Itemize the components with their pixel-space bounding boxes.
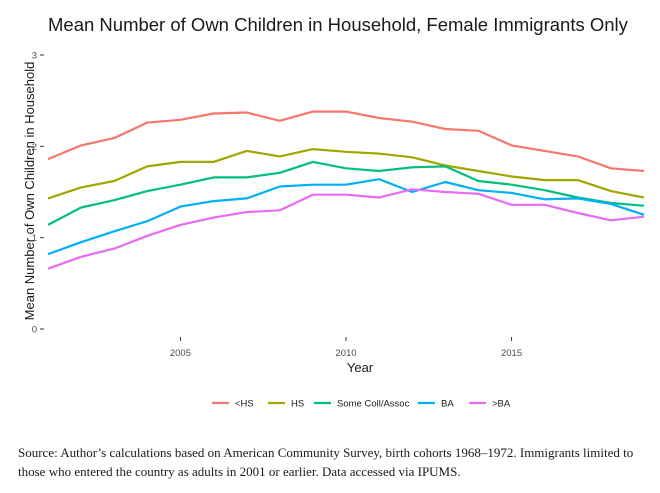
chart-title: Mean Number of Own Children in Household… bbox=[48, 14, 629, 35]
y-axis: 0 1 2 3 bbox=[32, 51, 44, 336]
y-tick-label: 0 bbox=[32, 325, 37, 336]
y-tick-label: 1 bbox=[32, 233, 37, 244]
series-line bbox=[47, 160, 645, 226]
legend-label: Some Coll/Assoc bbox=[337, 399, 410, 410]
source-note: Source: Author’s calculations based on A… bbox=[18, 445, 634, 479]
chart: Mean Number of Own Children in Household… bbox=[22, 14, 645, 410]
x-axis: 2005 2010 2015 bbox=[170, 337, 522, 359]
series-lines bbox=[47, 110, 645, 270]
x-axis-title: Year bbox=[347, 360, 374, 375]
y-tick-label: 2 bbox=[32, 142, 37, 153]
legend-label: HS bbox=[291, 399, 304, 410]
x-tick-label: 2005 bbox=[170, 348, 191, 359]
legend-label: BA bbox=[441, 399, 454, 410]
y-tick-label: 3 bbox=[32, 51, 37, 62]
legend-label: >BA bbox=[492, 399, 511, 410]
x-tick-label: 2010 bbox=[335, 348, 356, 359]
series-line bbox=[47, 188, 645, 270]
series-line bbox=[47, 148, 645, 200]
legend-label: <HS bbox=[235, 399, 254, 410]
y-axis-title: Mean Number of Own Children in Household bbox=[22, 62, 37, 321]
x-tick-label: 2015 bbox=[501, 348, 522, 359]
series-line bbox=[47, 178, 645, 256]
series-line bbox=[47, 110, 645, 173]
legend: <HS HS Some Coll/Assoc BA >BA bbox=[212, 399, 511, 410]
